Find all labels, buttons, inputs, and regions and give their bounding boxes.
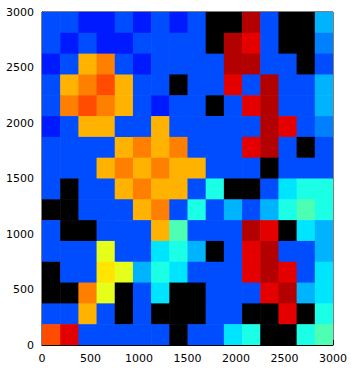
svg-text:500: 500 xyxy=(80,352,101,365)
svg-text:1000: 1000 xyxy=(6,228,34,241)
svg-text:2500: 2500 xyxy=(271,352,299,365)
svg-text:2000: 2000 xyxy=(6,117,34,130)
svg-text:0: 0 xyxy=(39,352,46,365)
svg-text:1000: 1000 xyxy=(125,352,153,365)
svg-text:3000: 3000 xyxy=(319,352,347,365)
svg-text:2500: 2500 xyxy=(6,61,34,74)
svg-text:2000: 2000 xyxy=(222,352,250,365)
svg-text:3000: 3000 xyxy=(6,6,34,19)
svg-text:1500: 1500 xyxy=(174,352,202,365)
svg-text:0: 0 xyxy=(27,339,34,352)
svg-text:500: 500 xyxy=(13,283,34,296)
svg-text:1500: 1500 xyxy=(6,172,34,185)
